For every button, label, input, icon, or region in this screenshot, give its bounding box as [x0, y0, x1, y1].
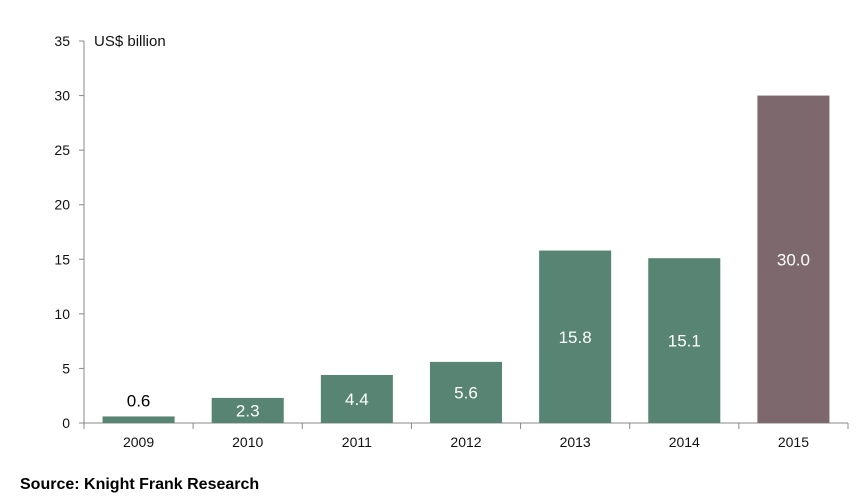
x-axis-ticks: 2009 2010 2011 2012 2013 2014 2015 [83, 423, 849, 450]
y-axis-ticks: 0 5 10 15 20 25 30 35 [54, 33, 84, 431]
source-note: Source: Knight Frank Research [20, 476, 260, 493]
data-label-2010: 2.3 [236, 401, 260, 420]
y-tick-label: 5 [62, 360, 70, 376]
x-tick-label: 2011 [342, 434, 372, 450]
data-label-2011: 4.4 [345, 390, 369, 409]
unit-label: US$ billion [94, 33, 166, 50]
y-tick-label: 0 [62, 415, 70, 431]
y-tick-label: 10 [54, 306, 70, 322]
bar-2011 [320, 374, 393, 423]
bars: 0.6 2.3 4.4 5.6 15.8 15.1 30.0 [102, 95, 830, 424]
y-tick-label: 25 [54, 142, 70, 158]
bar-2009 [102, 416, 175, 423]
x-tick-label: 2013 [560, 434, 591, 450]
y-tick-label: 15 [54, 251, 70, 267]
x-tick-label: 2014 [669, 434, 700, 450]
x-tick-label: 2015 [778, 434, 809, 450]
bar-2013 [539, 250, 612, 423]
data-label-2009: 0.6 [127, 391, 151, 410]
data-label-2015: 30.0 [777, 250, 810, 269]
bar-2010 [211, 397, 284, 423]
bar-2015 [757, 95, 830, 424]
data-label-2013: 15.8 [559, 328, 592, 347]
x-tick-label: 2009 [123, 434, 154, 450]
data-label-2014: 15.1 [668, 332, 701, 351]
bar-2014 [648, 258, 721, 423]
y-tick-label: 35 [54, 33, 70, 49]
y-tick-label: 20 [54, 197, 70, 213]
x-tick-label: 2010 [232, 434, 263, 450]
x-tick-label: 2012 [450, 434, 481, 450]
y-tick-label: 30 [54, 88, 70, 104]
bar-2012 [429, 361, 503, 423]
data-label-2012: 5.6 [454, 383, 478, 402]
